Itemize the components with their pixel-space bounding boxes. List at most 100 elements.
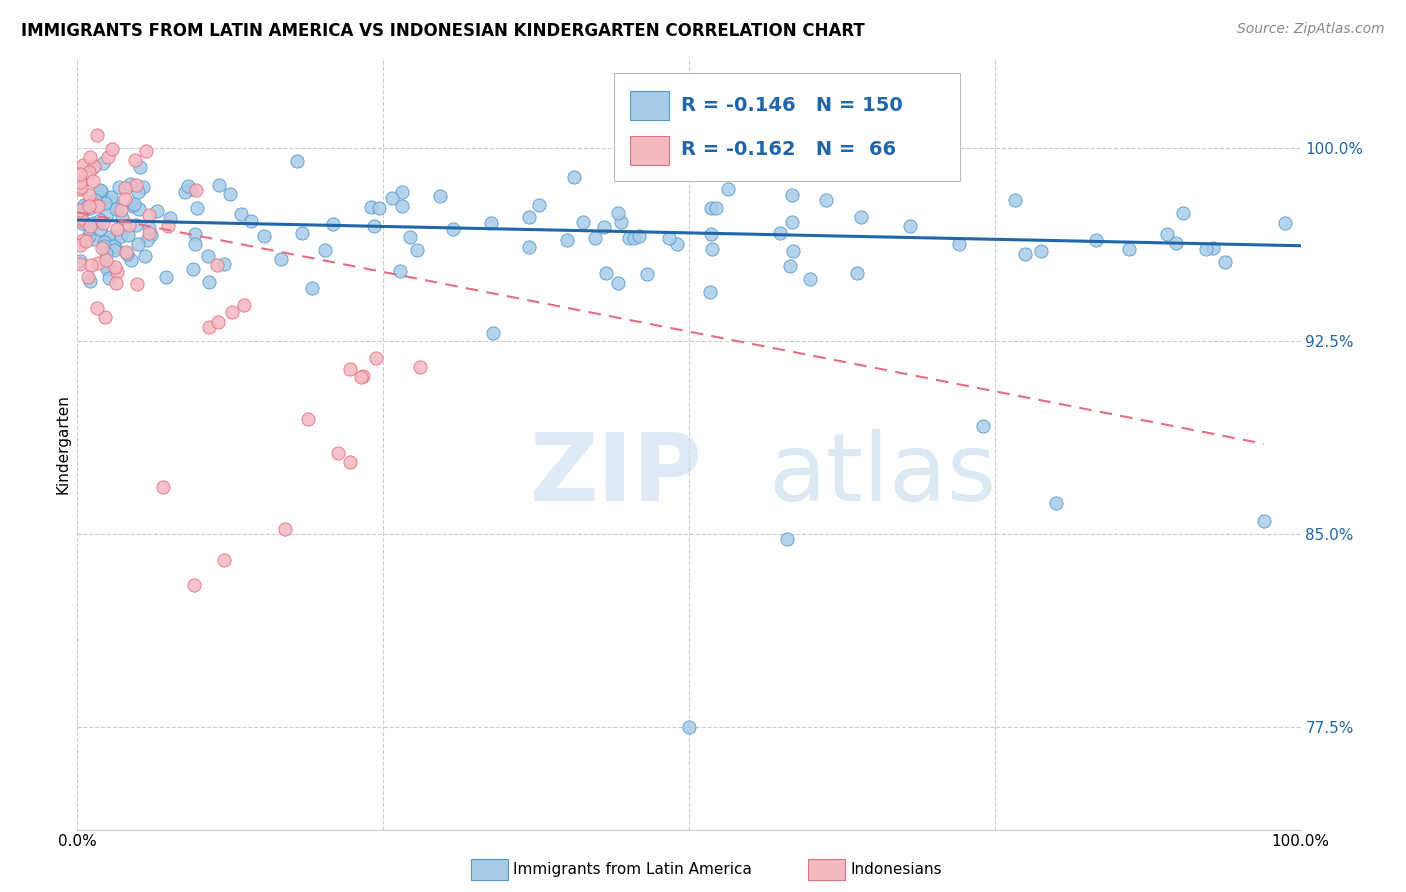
Point: [124, 178, 146, 192]
Point: [69, 167, 91, 181]
Point: [72, 233, 94, 247]
Point: [328, 446, 350, 460]
Point: [104, 240, 127, 254]
Text: ZIP: ZIP: [530, 429, 703, 521]
Point: [69, 203, 91, 218]
Point: [83, 159, 105, 173]
Point: [948, 236, 970, 251]
Point: [270, 252, 292, 267]
Point: [98, 261, 121, 276]
Point: [90, 184, 112, 198]
Point: [80, 258, 103, 272]
Point: [105, 222, 128, 236]
Point: [152, 481, 174, 495]
Point: [87, 199, 110, 213]
Point: [212, 552, 235, 566]
Point: [339, 455, 361, 469]
Point: [70, 179, 93, 194]
Point: [699, 285, 721, 299]
Point: [607, 206, 630, 220]
Point: [69, 204, 91, 219]
Point: [529, 198, 551, 212]
Point: [138, 220, 160, 235]
Point: [89, 213, 111, 227]
Point: [1213, 255, 1236, 269]
Point: [91, 216, 114, 230]
Point: [780, 214, 803, 228]
Text: Source: ZipAtlas.com: Source: ZipAtlas.com: [1237, 22, 1385, 37]
Point: [118, 177, 141, 191]
Point: [86, 128, 108, 143]
Point: [100, 189, 122, 203]
Point: [845, 266, 868, 280]
Point: [124, 153, 146, 167]
Point: [69, 213, 91, 227]
Point: [1118, 242, 1140, 256]
Point: [205, 258, 228, 272]
Point: [181, 261, 204, 276]
Point: [76, 198, 98, 212]
Point: [155, 270, 177, 285]
Point: [89, 222, 111, 236]
Point: [352, 369, 374, 384]
Point: [114, 192, 136, 206]
Point: [108, 180, 131, 194]
Point: [70, 212, 93, 227]
Point: [79, 150, 101, 164]
Point: [96, 245, 118, 260]
Point: [197, 249, 219, 263]
Point: [595, 266, 617, 280]
Point: [70, 216, 93, 230]
Point: [105, 265, 128, 279]
Point: [96, 243, 118, 257]
Point: [782, 188, 804, 202]
Point: [103, 243, 125, 257]
Point: [77, 229, 100, 244]
Point: [77, 188, 100, 202]
Point: [1045, 496, 1067, 510]
Point: [94, 310, 117, 324]
Point: [96, 261, 118, 276]
Point: [231, 207, 253, 221]
Point: [146, 203, 169, 218]
Point: [1029, 244, 1052, 258]
Point: [110, 202, 132, 217]
Point: [212, 257, 235, 271]
Point: [105, 277, 128, 291]
Point: [207, 315, 229, 329]
Point: [314, 243, 336, 257]
Point: [517, 211, 540, 225]
Point: [69, 238, 91, 252]
Text: IMMIGRANTS FROM LATIN AMERICA VS INDONESIAN KINDERGARTEN CORRELATION CHART: IMMIGRANTS FROM LATIN AMERICA VS INDONES…: [21, 22, 865, 40]
Point: [84, 192, 107, 206]
Point: [183, 237, 205, 252]
Point: [898, 219, 921, 233]
Point: [1156, 227, 1178, 242]
Point: [82, 161, 104, 175]
Point: [389, 264, 412, 278]
Point: [159, 211, 181, 226]
Point: [363, 219, 385, 233]
Point: [291, 226, 314, 240]
Point: [849, 210, 872, 224]
Point: [157, 219, 180, 233]
Point: [138, 226, 160, 240]
Point: [125, 277, 148, 292]
Point: [97, 150, 120, 164]
Point: [141, 227, 163, 242]
Point: [360, 200, 382, 214]
Point: [1253, 514, 1275, 528]
Point: [617, 230, 640, 244]
Point: [666, 236, 689, 251]
Point: [98, 239, 121, 253]
Point: [409, 359, 432, 374]
Point: [441, 222, 464, 236]
Point: [86, 198, 108, 212]
Point: [339, 362, 361, 376]
Point: [610, 215, 633, 229]
Point: [100, 194, 122, 208]
Point: [184, 227, 207, 241]
Point: [77, 221, 100, 235]
Point: [101, 142, 124, 156]
Point: [110, 228, 132, 243]
